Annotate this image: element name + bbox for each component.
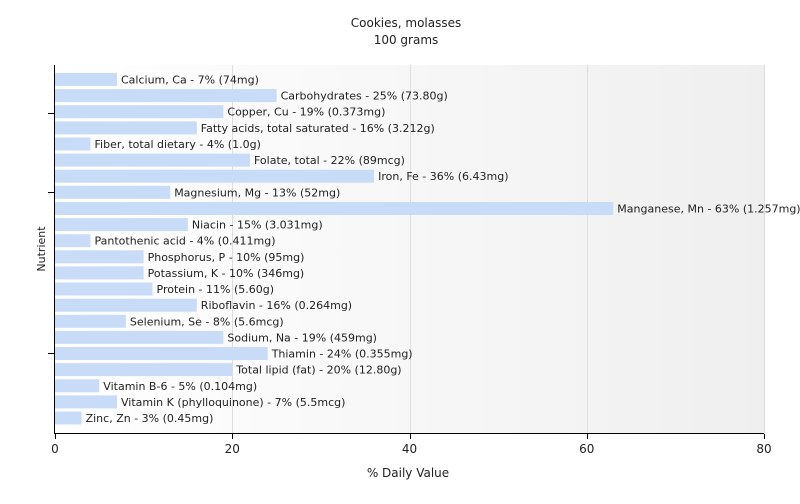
x-tick-label: 60 xyxy=(579,442,594,456)
bar xyxy=(55,202,614,215)
bar xyxy=(55,363,233,377)
bar-label: Folate, total - 22% (89mcg) xyxy=(254,154,405,167)
bar xyxy=(55,314,126,328)
bar xyxy=(55,153,250,167)
bar xyxy=(55,89,277,103)
bar-label: Iron, Fe - 36% (6.43mg) xyxy=(378,170,508,183)
bar xyxy=(55,218,188,232)
bar-label: Fatty acids, total saturated - 16% (3.21… xyxy=(201,122,435,135)
bar xyxy=(55,379,100,393)
bar xyxy=(55,282,153,296)
bar xyxy=(55,105,224,119)
x-ticks: 0 20 40 60 80 xyxy=(51,434,772,456)
x-tick-label: 80 xyxy=(756,442,771,456)
bar xyxy=(55,298,197,312)
bar-label: Vitamin B-6 - 5% (0.104mg) xyxy=(103,380,257,393)
bar-label: Total lipid (fat) - 20% (12.80g) xyxy=(235,364,401,377)
bar xyxy=(55,266,144,280)
bar xyxy=(55,395,117,409)
bar-label: Protein - 11% (5.60g) xyxy=(157,283,275,296)
bar-label: Magnesium, Mg - 13% (52mg) xyxy=(174,186,340,199)
axes xyxy=(48,65,764,434)
bar xyxy=(55,234,91,248)
x-tick-label: 0 xyxy=(51,442,59,456)
x-tick-label: 20 xyxy=(225,442,240,456)
grid-lines xyxy=(232,65,765,434)
x-axis-label: % Daily Value xyxy=(367,466,449,480)
bar-label: Niacin - 15% (3.031mg) xyxy=(192,219,323,232)
bar-label: Vitamin K (phylloquinone) - 7% (5.5mcg) xyxy=(121,396,345,409)
bar-label: Calcium, Ca - 7% (74mg) xyxy=(121,74,259,87)
plot-background xyxy=(55,65,764,434)
bar-label: Thiamin - 24% (0.355mg) xyxy=(271,348,413,361)
bar xyxy=(55,73,117,86)
bar xyxy=(55,411,82,425)
bar-label: Selenium, Se - 8% (5.6mcg) xyxy=(130,315,284,328)
bar xyxy=(55,185,171,199)
bar xyxy=(55,169,375,183)
bar-label: Carbohydrates - 25% (73.80g) xyxy=(281,90,448,103)
chart-subtitle: 100 grams xyxy=(374,33,439,47)
x-tick-label: 40 xyxy=(402,442,417,456)
bar-label: Copper, Cu - 19% (0.373mg) xyxy=(227,106,385,119)
bar-label: Sodium, Na - 19% (459mg) xyxy=(227,331,377,344)
bar xyxy=(55,137,91,151)
bar-label: Pantothenic acid - 4% (0.411mg) xyxy=(95,235,276,248)
chart-title: Cookies, molasses xyxy=(351,16,461,30)
bar-label: Riboflavin - 16% (0.264mg) xyxy=(201,299,352,312)
bar xyxy=(55,347,268,360)
bar xyxy=(55,250,144,264)
bar-label: Phosphorus, P - 10% (95mg) xyxy=(148,251,305,264)
bar-label: Zinc, Zn - 3% (0.45mg) xyxy=(86,412,214,425)
bars: Calcium, Ca - 7% (74mg) Carbohydrates - 2… xyxy=(55,73,800,425)
bar xyxy=(55,330,224,344)
bar-label: Manganese, Mn - 63% (1.257mg) xyxy=(617,203,800,216)
bar-label: Potassium, K - 10% (346mg) xyxy=(148,267,305,280)
bar xyxy=(55,121,197,135)
bar-label: Fiber, total dietary - 4% (1.0g) xyxy=(95,138,261,151)
y-axis-label: Nutrient xyxy=(35,226,48,272)
